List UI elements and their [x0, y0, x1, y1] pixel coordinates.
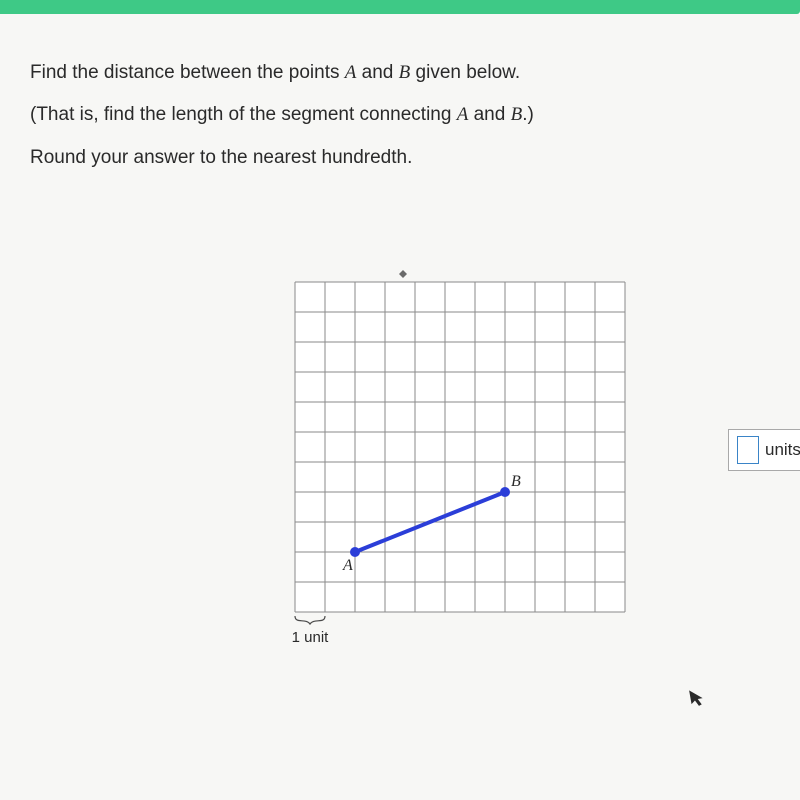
point-A-ref: A	[457, 104, 469, 125]
instruction-line-3: Round your answer to the nearest hundred…	[30, 143, 770, 173]
instructions-block: Find the distance between the points A a…	[30, 58, 770, 173]
answer-input[interactable]	[737, 436, 759, 464]
svg-text:A: A	[342, 557, 353, 574]
point-B-ref: B	[399, 62, 411, 83]
text: Find the distance between the points	[30, 62, 345, 83]
text: given below.	[410, 62, 520, 83]
point-A-ref: A	[345, 62, 357, 83]
mouse-cursor-icon	[688, 687, 708, 714]
text: (That is, find the length of the segment…	[30, 104, 457, 125]
point-B-ref: B	[511, 104, 523, 125]
svg-text:1 unit: 1 unit	[292, 629, 330, 646]
units-label: units	[765, 440, 800, 460]
instruction-line-1: Find the distance between the points A a…	[30, 58, 770, 88]
top-banner	[0, 0, 800, 14]
page-content: Find the distance between the points A a…	[0, 14, 800, 800]
answer-box: units	[728, 429, 800, 471]
coordinate-grid: A B 1 unit	[280, 257, 640, 657]
text: and	[468, 104, 510, 125]
text: .)	[522, 104, 534, 125]
instruction-line-2: (That is, find the length of the segment…	[30, 100, 770, 130]
svg-text:B: B	[511, 473, 521, 490]
text: and	[356, 62, 398, 83]
